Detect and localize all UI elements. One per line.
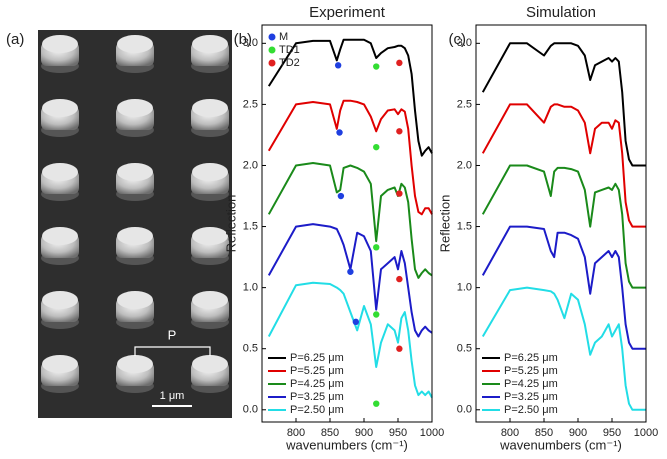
series-line [483, 227, 646, 349]
y-tick-label: 1.5 [243, 220, 258, 232]
pillar-top [192, 355, 228, 373]
y-tick-label: 2.0 [243, 159, 258, 171]
y-tick-label: 2.0 [457, 159, 472, 171]
chart-title: Experiment [309, 4, 386, 21]
series-line [269, 224, 432, 336]
y-axis-label: Reflection [437, 195, 452, 253]
marker-point [396, 346, 402, 352]
legend-label: P=6.25 μm [290, 352, 344, 364]
pillar-top [117, 291, 153, 309]
x-tick-label: 900 [569, 427, 587, 439]
marker-point [373, 244, 379, 250]
y-tick-label: 1.0 [243, 282, 258, 294]
legend-label: TD2 [279, 57, 300, 69]
legend-label: P=2.50 μm [504, 404, 558, 416]
pillar-top [117, 35, 153, 53]
legend-label: TD1 [279, 44, 300, 56]
legend-label: P=3.25 μm [290, 391, 344, 403]
x-tick-label: 850 [535, 427, 553, 439]
legend-marker [269, 34, 276, 41]
chart-title: Simulation [526, 4, 596, 21]
y-tick-label: 1.5 [457, 220, 472, 232]
x-tick-label: 800 [501, 427, 519, 439]
pillar-top [117, 355, 153, 373]
legend-label: P=5.25 μm [290, 365, 344, 377]
y-tick-label: 2.5 [243, 98, 258, 110]
x-tick-label: 1000 [420, 427, 444, 439]
marker-point [373, 144, 379, 150]
x-tick-label: 900 [355, 427, 373, 439]
legend-label: P=3.25 μm [504, 391, 558, 403]
pillar-top [42, 355, 78, 373]
scale-label: 1 μm [160, 390, 185, 402]
pillar-top [192, 99, 228, 117]
x-tick-label: 800 [287, 427, 305, 439]
marker-point [373, 63, 379, 69]
y-tick-label: 0.5 [243, 343, 258, 355]
marker-point [396, 190, 402, 196]
pillar-top [117, 227, 153, 245]
y-tick-label: 0.0 [243, 404, 258, 416]
marker-point [336, 129, 342, 135]
legend-label: P=5.25 μm [504, 365, 558, 377]
pillar-top [192, 291, 228, 309]
x-tick-label: 850 [321, 427, 339, 439]
x-axis-label: wavenumbers (cm⁻¹) [285, 437, 408, 452]
marker-point [338, 193, 344, 199]
legend-label: P=4.25 μm [504, 378, 558, 390]
figure: (a) P1 μm(b)Experimentwavenumbers (cm⁻¹)… [0, 0, 667, 459]
legend-label: P=4.25 μm [290, 378, 344, 390]
y-tick-label: 0.0 [457, 404, 472, 416]
marker-point [335, 62, 341, 68]
marker-point [396, 60, 402, 66]
legend-marker [269, 60, 276, 67]
y-tick-label: 2.5 [457, 98, 472, 110]
series-line [483, 166, 646, 288]
y-tick-label: 3.0 [243, 37, 258, 49]
sem-image [38, 30, 232, 418]
y-tick-label: 3.0 [457, 37, 472, 49]
legend-label: P=2.50 μm [290, 404, 344, 416]
marker-point [373, 311, 379, 317]
pillar-top [42, 227, 78, 245]
legend-label: P=6.25 μm [504, 352, 558, 364]
x-axis-label: wavenumbers (cm⁻¹) [499, 437, 622, 452]
legend-marker [269, 47, 276, 54]
x-tick-label: 950 [389, 427, 407, 439]
marker-point [353, 319, 359, 325]
pillar-top [42, 163, 78, 181]
marker-point [373, 400, 379, 406]
y-axis-label: Reflection [223, 195, 238, 253]
pillar-top [42, 99, 78, 117]
x-tick-label: 1000 [634, 427, 658, 439]
marker-point [396, 128, 402, 134]
y-tick-label: 0.5 [457, 343, 472, 355]
marker-point [396, 276, 402, 282]
x-tick-label: 950 [603, 427, 621, 439]
pillar-top [117, 99, 153, 117]
marker-point [347, 269, 353, 275]
panel-label: (a) [6, 31, 24, 48]
legend-label: M [279, 31, 288, 43]
pillar-top [42, 291, 78, 309]
pillar-top [117, 163, 153, 181]
y-tick-label: 1.0 [457, 282, 472, 294]
series-line [269, 163, 432, 278]
period-label: P [168, 327, 177, 342]
pillar-top [42, 35, 78, 53]
pillar-top [192, 35, 228, 53]
plot-frame [262, 25, 432, 422]
pillar-top [192, 163, 228, 181]
